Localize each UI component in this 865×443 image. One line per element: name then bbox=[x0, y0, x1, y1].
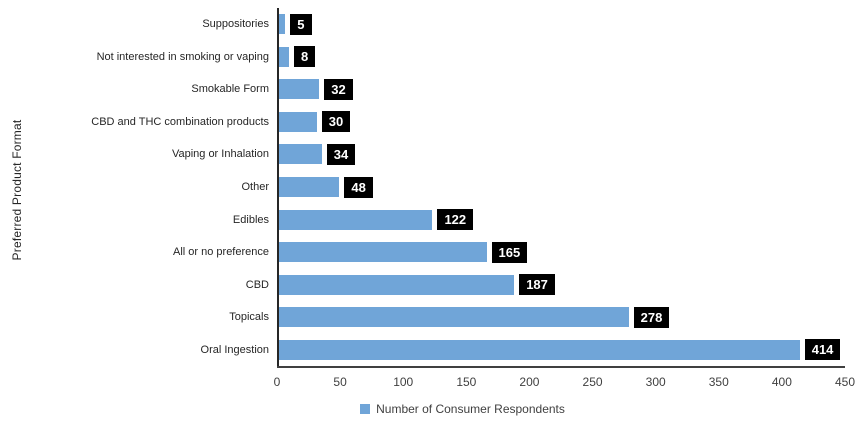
category-label: CBD bbox=[245, 278, 269, 291]
category-label: CBD and THC combination products bbox=[91, 115, 269, 128]
value-label: 165 bbox=[491, 241, 528, 263]
value-label: 187 bbox=[519, 274, 555, 296]
y-axis-title: Preferred Product Format bbox=[10, 119, 24, 261]
bar[interactable] bbox=[279, 242, 487, 263]
bar[interactable] bbox=[279, 46, 290, 67]
bar-track: 278 bbox=[277, 300, 845, 334]
bar-row: Suppositories 5 bbox=[40, 8, 845, 41]
category-label: Edibles bbox=[232, 213, 269, 226]
bar-row: All or no preference 165 bbox=[40, 235, 845, 269]
x-axis-tick-label: 150 bbox=[456, 375, 477, 389]
x-axis-tick-label: 200 bbox=[519, 375, 540, 389]
bar-row: CBD and THC combination products 30 bbox=[40, 105, 845, 139]
x-axis-tick-label: 100 bbox=[393, 375, 414, 389]
bar-track: 30 bbox=[277, 105, 845, 139]
bar-row: Oral Ingestion 414 bbox=[40, 333, 845, 367]
bar[interactable] bbox=[279, 79, 320, 100]
category-label: Smokable Form bbox=[191, 83, 269, 96]
bar-track: 165 bbox=[277, 235, 845, 269]
plot-area: Suppositories 5 Not interested in smoking … bbox=[40, 8, 845, 367]
value-label: 414 bbox=[804, 339, 841, 361]
category-label: Not interested in smoking or vaping bbox=[96, 50, 269, 63]
category-label: Suppositories bbox=[202, 18, 269, 31]
bar-track: 48 bbox=[277, 170, 845, 204]
category-label: Topicals bbox=[229, 311, 269, 324]
x-axis-tick-label: 400 bbox=[771, 375, 792, 389]
bar-row: Not interested in smoking or vaping 8 bbox=[40, 40, 845, 74]
bar-row: Smokable Form 32 bbox=[40, 73, 845, 106]
legend-marker-icon bbox=[360, 404, 371, 414]
x-axis-tick-label: 50 bbox=[333, 375, 347, 389]
bar[interactable] bbox=[279, 307, 629, 328]
category-label: Other bbox=[241, 181, 269, 193]
bar-track: 187 bbox=[277, 268, 845, 301]
x-axis: 0 50 100 150 200 250 300 350 400 450 bbox=[273, 366, 855, 396]
value-label: 5 bbox=[290, 13, 312, 35]
value-label: 34 bbox=[326, 143, 356, 165]
bar[interactable] bbox=[279, 209, 433, 230]
bar-track: 8 bbox=[277, 40, 845, 74]
bar-track: 414 bbox=[277, 333, 845, 367]
bar-row: Vaping or Inhalation 34 bbox=[40, 138, 845, 171]
bar[interactable] bbox=[279, 111, 317, 132]
value-label: 8 bbox=[294, 46, 316, 68]
bar-track: 32 bbox=[277, 73, 845, 106]
x-axis-tick-label: 0 bbox=[273, 375, 281, 389]
category-label: All or no preference bbox=[173, 246, 269, 259]
category-label: Oral Ingestion bbox=[200, 343, 269, 356]
bar-track: 122 bbox=[277, 203, 845, 236]
bar[interactable] bbox=[279, 144, 322, 165]
bar[interactable] bbox=[279, 339, 800, 360]
value-label: 32 bbox=[324, 78, 353, 100]
legend-entry: Number of Consumer Respondents bbox=[360, 402, 565, 416]
bar[interactable] bbox=[279, 274, 515, 295]
legend-label: Number of Consumer Respondents bbox=[376, 402, 565, 416]
bar-row: Edibles 122 bbox=[40, 203, 845, 236]
bar[interactable] bbox=[279, 14, 286, 35]
bar-track: 5 bbox=[277, 8, 845, 41]
bar-row: Topicals 278 bbox=[40, 300, 845, 334]
x-axis-tick-label: 450 bbox=[834, 375, 856, 389]
bar-row: CBD 187 bbox=[40, 268, 845, 301]
value-label: 48 bbox=[344, 176, 373, 198]
bar[interactable] bbox=[279, 177, 340, 197]
bar-track: 34 bbox=[277, 138, 845, 171]
legend: Number of Consumer Respondents bbox=[0, 402, 865, 416]
value-label: 30 bbox=[321, 111, 351, 133]
value-label: 278 bbox=[633, 306, 670, 328]
x-axis-tick-label: 350 bbox=[708, 375, 729, 389]
category-label: Vaping or Inhalation bbox=[171, 148, 269, 161]
x-axis-tick-label: 300 bbox=[645, 375, 666, 389]
x-axis-tick-label: 250 bbox=[582, 375, 603, 389]
value-label: 122 bbox=[437, 209, 474, 231]
bar-row: Other 48 bbox=[40, 170, 845, 204]
